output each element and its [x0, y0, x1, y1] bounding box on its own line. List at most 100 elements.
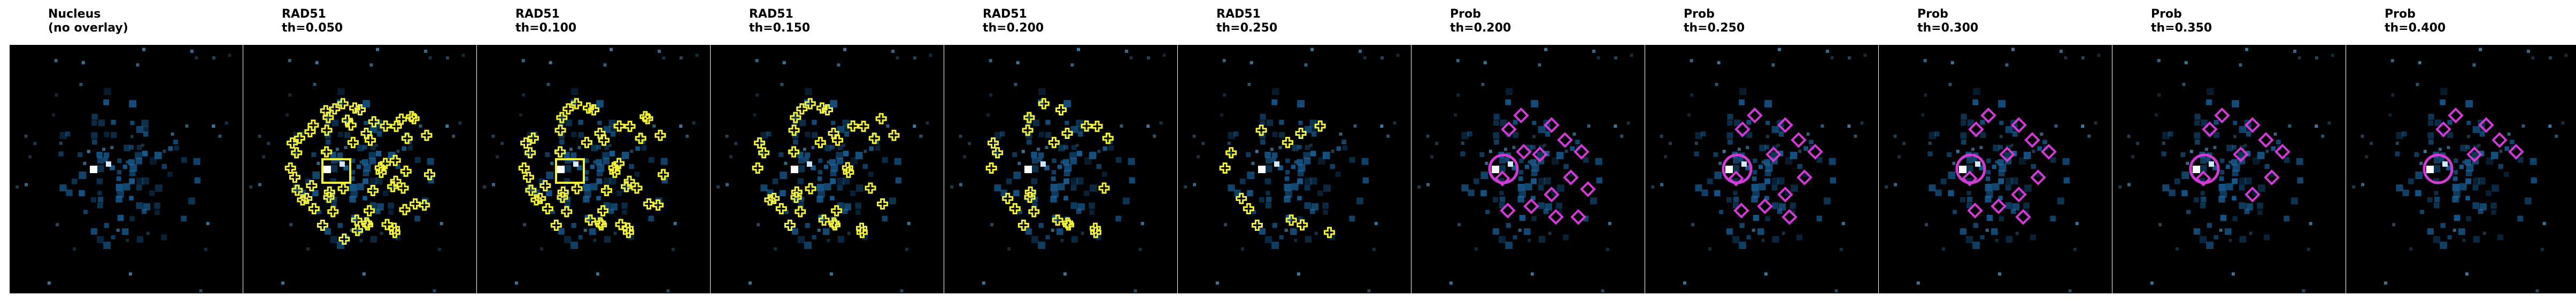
rad51-focus-marker [368, 116, 380, 128]
background-speck [831, 135, 835, 138]
nucleus-pixel [104, 88, 111, 95]
bright-spot [2426, 166, 2434, 173]
background-speck [288, 59, 291, 63]
nucleus-pixel [1545, 203, 1553, 211]
panel-11: Prob th=0.400 [2346, 0, 2576, 303]
nucleus-pixel [1538, 177, 1546, 185]
nucleus-pixel [91, 132, 98, 139]
rad51-focus-marker [289, 172, 300, 183]
nucleus-pixel [1727, 113, 1733, 120]
prob-focus-marker [1765, 146, 1781, 162]
nucleus-pixel [1771, 202, 1778, 209]
nucleus-pixel [994, 184, 1001, 192]
nucleus-pixel [1993, 144, 2000, 152]
background-speck [1821, 124, 1824, 128]
nucleus-pixel [564, 178, 570, 184]
background-speck [2158, 223, 2162, 227]
background-speck [204, 247, 207, 251]
rad51-focus-marker [1022, 125, 1034, 136]
background-speck [1691, 223, 1695, 227]
nucleus-pixel [136, 202, 143, 209]
nucleus-pixel [766, 131, 772, 137]
nucleus-pixel [2517, 215, 2524, 222]
nucleus-pixel [844, 203, 852, 211]
nucleus-pixel [2478, 208, 2484, 214]
nucleus-svg [1184, 48, 1400, 293]
nucleus-pixel [1985, 184, 1993, 191]
nucleus-pixel [616, 190, 622, 196]
nucleus-pixel [337, 223, 343, 228]
nucleus-pixel [2031, 164, 2036, 169]
nucleus-pixel [2225, 165, 2231, 169]
rad51-focus-marker [571, 183, 583, 195]
background-speck [2467, 135, 2471, 138]
nucleus-pixel [1272, 88, 1279, 95]
background-speck [2157, 59, 2161, 63]
nucleus-pixel [648, 215, 654, 222]
rad51-focus-marker [1297, 219, 1308, 231]
nucleus-pixel [844, 131, 850, 137]
nucleus-pixel [344, 132, 351, 138]
nucleus-pixel [2490, 203, 2497, 209]
background-speck [784, 161, 788, 165]
nucleus-pixel [2233, 120, 2238, 126]
rad51-focus-marker [389, 154, 401, 166]
nucleus-pixel [2396, 184, 2403, 192]
rad51-focus-marker [795, 206, 806, 217]
nucleus-pixel [1129, 177, 1135, 184]
nucleus-pixel [1518, 176, 1523, 181]
background-speck [2423, 150, 2427, 153]
nucleus-pixel [1530, 159, 1537, 166]
nucleus-pixel [1732, 236, 1740, 243]
nucleus-pixel [1479, 152, 1485, 157]
nucleus-pixel [90, 228, 97, 235]
nucleus-pixel [1122, 197, 1130, 205]
background-speck [679, 125, 683, 128]
nucleus-pixel [1538, 184, 1544, 191]
nucleus-pixel [1518, 170, 1524, 175]
rad51-focus-marker [550, 219, 562, 231]
nucleus-pixel [97, 157, 104, 164]
background-speck [2416, 83, 2419, 87]
nucleus-pixel [370, 177, 377, 185]
nucleus-pixel [591, 144, 598, 152]
background-speck [1614, 125, 1617, 128]
background-speck [1051, 228, 1054, 232]
nucleus-pixel [816, 184, 824, 191]
background-speck [2186, 161, 2189, 165]
nucleus-pixel [2465, 196, 2470, 201]
bright-spot [1040, 161, 1046, 167]
background-speck [755, 59, 759, 63]
rad51-focus-marker [525, 184, 537, 196]
nucleus-pixel [2497, 234, 2504, 240]
rad51-focus-marker [775, 203, 787, 215]
nucleus-pixel [1953, 209, 1957, 214]
nucleus-pixel [115, 196, 122, 203]
nucleus-pixel [1096, 164, 1101, 169]
background-speck [2213, 146, 2217, 150]
nucleus-pixel [792, 139, 798, 145]
rad51-focus-marker [362, 219, 374, 231]
nucleus-pixel [596, 170, 603, 176]
background-speck [716, 185, 720, 189]
nucleus-pixel [895, 177, 901, 184]
rad51-focus-marker [561, 206, 573, 217]
rad51-focus-marker [365, 134, 376, 146]
nucleus-pixel [2012, 203, 2020, 211]
nucleus-pixel [882, 215, 888, 222]
background-speck [827, 238, 830, 242]
nucleus-pixel [1802, 172, 1808, 177]
nucleus-pixel [843, 126, 850, 133]
nucleus-pixel [83, 209, 88, 214]
nucleus-pixel [1777, 177, 1785, 185]
panel-caption-line1: Prob [1450, 7, 1481, 21]
nucleus-pixel [1803, 146, 1809, 151]
background-speck [630, 150, 634, 153]
background-speck [195, 56, 198, 60]
nucleus-pixel [1986, 215, 1993, 221]
background-speck [968, 142, 971, 145]
nucleus-pixel [1304, 202, 1311, 209]
rad51-focus-marker [613, 120, 625, 132]
nucleus-pixel [2168, 131, 2173, 137]
nucleus-pixel [1038, 242, 1045, 250]
